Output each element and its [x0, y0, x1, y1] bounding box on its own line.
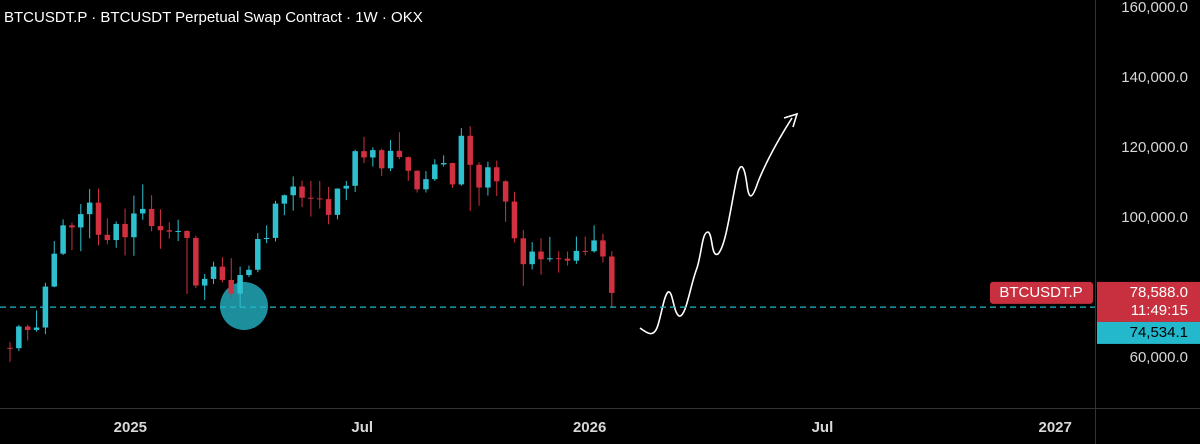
candle-body — [184, 230, 190, 238]
candle-body — [432, 164, 438, 180]
candle-body — [316, 198, 323, 200]
candle-body — [564, 258, 571, 261]
candle-body — [210, 266, 217, 279]
candle-body — [485, 167, 491, 188]
candle-body — [157, 226, 164, 231]
y-tick-label: 120,000.0 — [1121, 139, 1188, 156]
candle-body — [263, 237, 270, 239]
drawn-arrowhead — [783, 112, 799, 128]
candle-body — [582, 250, 588, 252]
candle-body — [246, 269, 252, 276]
y-tick-label: 100,000.0 — [1121, 209, 1188, 226]
candle-body — [299, 186, 305, 198]
candle-body — [7, 347, 13, 349]
candle-body — [352, 151, 358, 186]
candle-body — [609, 256, 615, 293]
x-tick-label: Jul — [351, 419, 373, 436]
candle-body — [24, 326, 31, 330]
candle-body — [113, 223, 119, 241]
candle-body — [193, 237, 199, 286]
candle-body — [139, 208, 146, 214]
candle-body — [511, 201, 518, 239]
candle-body — [370, 150, 376, 158]
candle-body — [308, 197, 314, 199]
candle-body — [423, 179, 429, 190]
candle-body — [69, 225, 75, 228]
candle-body — [95, 202, 102, 235]
candle-body — [86, 202, 93, 215]
symbol-tag-box — [990, 281, 1093, 304]
x-tick-label: 2027 — [1038, 419, 1071, 436]
candle-body — [529, 251, 535, 265]
candle-body — [387, 150, 394, 169]
candle-body — [237, 275, 243, 294]
candle-body — [378, 150, 385, 169]
last-price-label: 78,588.0 — [1130, 284, 1188, 301]
countdown-label: 11:49:15 — [1131, 302, 1188, 319]
candle-body — [520, 238, 527, 265]
candle-body — [493, 167, 500, 182]
candle-body — [272, 203, 279, 238]
level-label: 74,534.1 — [1130, 324, 1188, 341]
candle-body — [343, 185, 350, 189]
candle-body — [290, 186, 296, 196]
candle-body — [502, 181, 509, 202]
candle-body — [538, 251, 544, 260]
candle-body — [573, 250, 580, 261]
candle-body — [148, 208, 155, 227]
candle-body — [122, 223, 128, 238]
y-tick-label: 60,000.0 — [1130, 349, 1188, 366]
candle-body — [131, 213, 137, 238]
candle-body — [405, 157, 411, 171]
candle-body — [166, 230, 173, 232]
candle-body — [555, 258, 562, 260]
candle-body — [201, 278, 208, 286]
candle-body — [440, 163, 447, 165]
x-tick-label: 2025 — [114, 419, 147, 436]
chart-title: BTCUSDT.P · BTCUSDT Perpetual Swap Contr… — [4, 9, 423, 26]
candle-body — [16, 326, 22, 349]
candle-body — [547, 258, 553, 260]
candle-body — [325, 199, 332, 215]
candle-body — [334, 188, 341, 215]
candle-body — [255, 238, 261, 270]
candle-body — [33, 327, 40, 330]
candle-body — [361, 151, 367, 158]
candle-body — [60, 225, 66, 254]
candle-body — [219, 266, 226, 280]
candle-body — [228, 279, 234, 294]
candle-body — [281, 195, 288, 204]
candle-body — [175, 230, 181, 232]
candle-body — [449, 163, 456, 185]
highlight-circle — [220, 282, 268, 330]
candle-body — [104, 234, 111, 241]
price-tag-box — [1097, 281, 1200, 322]
candle-body — [600, 240, 606, 257]
level-tag-box — [1097, 321, 1200, 344]
candle-body — [476, 164, 482, 188]
candle-body — [414, 170, 420, 190]
candle-body — [458, 135, 465, 185]
candle-body — [467, 135, 473, 165]
candle-body — [396, 150, 403, 158]
y-tick-label: 160,000.0 — [1121, 0, 1188, 16]
symbol-tag: BTCUSDT.P — [999, 284, 1082, 301]
y-tick-label: 140,000.0 — [1121, 69, 1188, 86]
x-tick-label: 2026 — [573, 419, 606, 436]
candle-body — [51, 253, 57, 287]
candle-body — [78, 214, 84, 228]
x-tick-label: Jul — [812, 419, 834, 436]
candle-body — [591, 240, 597, 252]
drawn-projection — [639, 117, 793, 335]
